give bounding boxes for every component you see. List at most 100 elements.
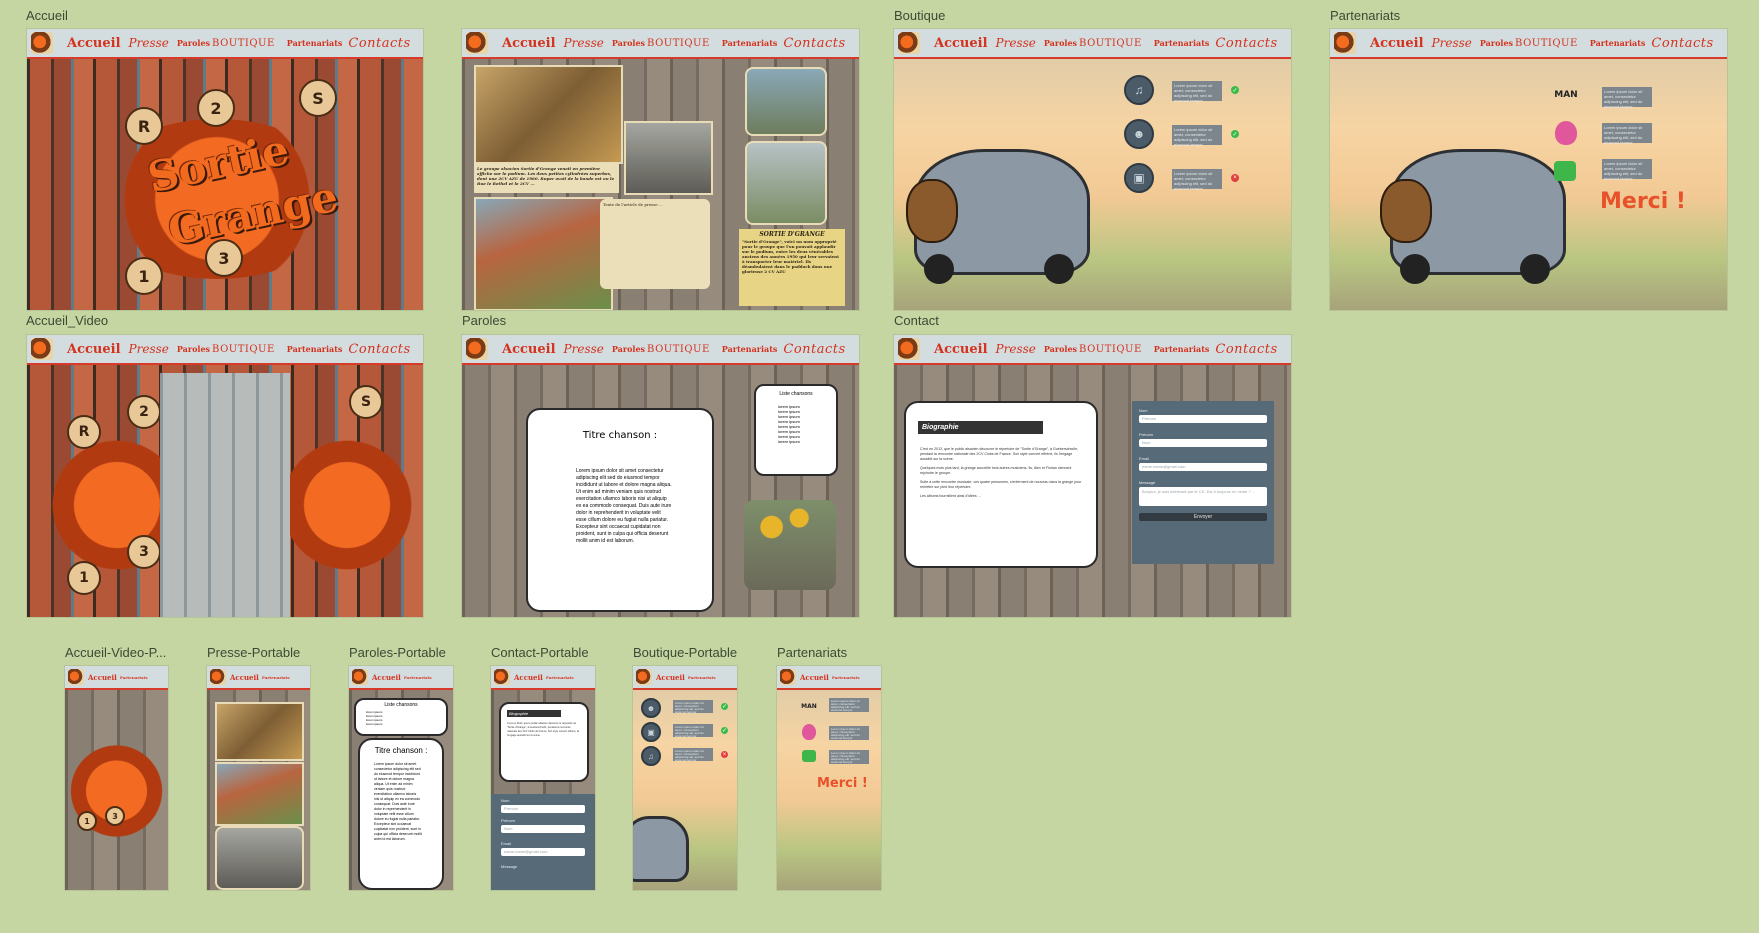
nav-boutique[interactable]: BOUTIQUE bbox=[647, 37, 710, 49]
nav-accueil[interactable]: Accueil bbox=[934, 35, 988, 51]
logo[interactable] bbox=[31, 32, 53, 54]
nav-presse[interactable]: Presse bbox=[563, 36, 604, 50]
pear-logo[interactable] bbox=[1555, 121, 1577, 145]
song-list-item[interactable]: lorem ipsum bbox=[778, 409, 800, 414]
nav-partenariats[interactable]: Partenariats bbox=[286, 344, 343, 354]
song-list-item[interactable]: lorem ipsum bbox=[778, 424, 800, 429]
music-icon[interactable]: ♫ bbox=[641, 746, 661, 766]
song-list-item[interactable]: lorem ipsum bbox=[366, 718, 383, 722]
song-list-item[interactable]: lorem ipsum bbox=[366, 714, 383, 718]
nav-paroles[interactable]: Paroles bbox=[176, 344, 211, 354]
logo[interactable] bbox=[780, 669, 796, 685]
nav-accueil[interactable]: Accueil bbox=[934, 341, 988, 357]
firstname-field[interactable]: Nom bbox=[1139, 439, 1267, 447]
nav-accueil[interactable]: Accueil bbox=[502, 35, 556, 51]
nav-partenariats[interactable]: Partenariats bbox=[687, 674, 716, 680]
nav-contacts[interactable]: Contacts bbox=[783, 341, 846, 357]
nav-presse[interactable]: Presse bbox=[563, 342, 604, 356]
logo[interactable] bbox=[1334, 32, 1356, 54]
nav-contacts[interactable]: Contacts bbox=[1215, 35, 1278, 51]
nav-presse[interactable]: Presse bbox=[995, 36, 1036, 50]
nav-accueil[interactable]: Accueil bbox=[502, 341, 556, 357]
song-list-item[interactable]: lorem ipsum bbox=[778, 419, 800, 424]
nav-partenariats[interactable]: Partenariats bbox=[286, 38, 343, 48]
nav-accueil[interactable]: Accueil bbox=[88, 672, 117, 682]
frame-partenariats[interactable]: Accueil Presse Paroles BOUTIQUE Partenar… bbox=[1330, 29, 1727, 310]
logo[interactable] bbox=[68, 669, 84, 685]
nav-accueil[interactable]: Accueil bbox=[800, 672, 829, 682]
name-field[interactable]: Prénom bbox=[1139, 415, 1267, 423]
song-list-item[interactable]: lorem ipsum bbox=[778, 434, 800, 439]
logo[interactable] bbox=[898, 338, 920, 360]
nav-partenariats[interactable]: Partenariats bbox=[1589, 38, 1646, 48]
song-list-item[interactable]: lorem ipsum bbox=[778, 414, 800, 419]
nav-presse[interactable]: Presse bbox=[128, 36, 169, 50]
user-icon[interactable]: ☻ bbox=[641, 698, 661, 718]
nav-partenariats[interactable]: Partenariats bbox=[261, 674, 290, 680]
song-list-item[interactable]: lorem ipsum bbox=[778, 439, 800, 444]
nav-boutique[interactable]: BOUTIQUE bbox=[212, 343, 275, 355]
nav-paroles[interactable]: Paroles bbox=[611, 344, 646, 354]
man-logo[interactable]: MAN bbox=[1554, 90, 1578, 100]
nav-paroles[interactable]: Paroles bbox=[176, 38, 211, 48]
video-door-panel[interactable] bbox=[160, 373, 290, 617]
song-list-item[interactable]: lorem ipsum bbox=[366, 722, 383, 726]
nav-accueil[interactable]: Accueil bbox=[67, 341, 121, 357]
nav-presse[interactable]: Presse bbox=[995, 342, 1036, 356]
logo[interactable] bbox=[636, 669, 652, 685]
man-logo[interactable]: MAN bbox=[801, 702, 817, 710]
user-icon[interactable]: ☻ bbox=[1124, 119, 1154, 149]
pear-logo[interactable] bbox=[802, 724, 816, 740]
image-icon[interactable]: ▣ bbox=[1124, 163, 1154, 193]
nav-contacts[interactable]: Contacts bbox=[348, 35, 411, 51]
nav-contacts[interactable]: Contacts bbox=[1215, 341, 1278, 357]
nav-boutique[interactable]: BOUTIQUE bbox=[647, 343, 710, 355]
song-list-item[interactable]: lorem ipsum bbox=[778, 429, 800, 434]
nav-partenariats[interactable]: Partenariats bbox=[119, 674, 148, 680]
logo[interactable] bbox=[31, 338, 53, 360]
logo[interactable] bbox=[466, 338, 488, 360]
nav-boutique[interactable]: BOUTIQUE bbox=[212, 37, 275, 49]
nav-paroles[interactable]: Paroles bbox=[611, 38, 646, 48]
message-field[interactable]: Bonjour, je suis intéressé par le CD. Es… bbox=[1139, 487, 1267, 506]
logo[interactable] bbox=[352, 669, 368, 685]
nav-accueil[interactable]: Accueil bbox=[1370, 35, 1424, 51]
nav-partenariats[interactable]: Partenariats bbox=[831, 674, 860, 680]
logo[interactable] bbox=[898, 32, 920, 54]
nav-paroles[interactable]: Paroles bbox=[1043, 344, 1078, 354]
nav-partenariats[interactable]: Partenariats bbox=[1153, 344, 1210, 354]
frame-partenariats-portable[interactable]: Accueil Partenariats MAN Lorem ipsum dol… bbox=[777, 666, 881, 890]
email-field[interactable]: name.name@gmail.com bbox=[501, 848, 585, 856]
nav-paroles[interactable]: Paroles bbox=[1043, 38, 1078, 48]
frame-accueil-video[interactable]: Accueil Presse Paroles BOUTIQUE Partenar… bbox=[27, 335, 423, 617]
frame-accueil[interactable]: Accueil Presse Paroles BOUTIQUE Partenar… bbox=[27, 29, 423, 310]
nav-partenariats[interactable]: Partenariats bbox=[403, 674, 432, 680]
frame-paroles-portable[interactable]: Accueil Partenariats Liste chansons lore… bbox=[349, 666, 453, 890]
frame-paroles[interactable]: Accueil Presse Paroles BOUTIQUE Partenar… bbox=[462, 335, 859, 617]
frame-accueil-video-portable[interactable]: Accueil Partenariats 1 3 bbox=[65, 666, 168, 890]
logo[interactable] bbox=[466, 32, 488, 54]
frame-boutique-portable[interactable]: Accueil Partenariats ☻ Lorem ipsum dolor… bbox=[633, 666, 737, 890]
nav-contacts[interactable]: Contacts bbox=[783, 35, 846, 51]
firstname-field[interactable]: Nom bbox=[501, 825, 585, 833]
nav-boutique[interactable]: BOUTIQUE bbox=[1079, 37, 1142, 49]
nav-boutique[interactable]: BOUTIQUE bbox=[1515, 37, 1578, 49]
nav-accueil[interactable]: Accueil bbox=[514, 672, 543, 682]
nav-contacts[interactable]: Contacts bbox=[1651, 35, 1714, 51]
nav-partenariats[interactable]: Partenariats bbox=[721, 344, 778, 354]
owl-logo[interactable] bbox=[1554, 161, 1576, 181]
nav-presse[interactable]: Presse bbox=[128, 342, 169, 356]
email-field[interactable]: name.name@gmail.com bbox=[1139, 463, 1267, 471]
name-field[interactable]: Prénom bbox=[501, 805, 585, 813]
nav-paroles[interactable]: Paroles bbox=[1479, 38, 1514, 48]
nav-boutique[interactable]: BOUTIQUE bbox=[1079, 343, 1142, 355]
logo[interactable] bbox=[494, 669, 510, 685]
music-icon[interactable]: ♫ bbox=[1124, 75, 1154, 105]
frame-presse-portable[interactable]: Accueil Partenariats bbox=[207, 666, 310, 890]
nav-presse[interactable]: Presse bbox=[1431, 36, 1472, 50]
image-icon[interactable]: ▣ bbox=[641, 722, 661, 742]
song-list-item[interactable]: lorem ipsum bbox=[366, 710, 383, 714]
send-button[interactable]: Envoyer bbox=[1139, 513, 1267, 521]
song-list-item[interactable]: lorem ipsum bbox=[778, 404, 800, 409]
nav-accueil[interactable]: Accueil bbox=[67, 35, 121, 51]
